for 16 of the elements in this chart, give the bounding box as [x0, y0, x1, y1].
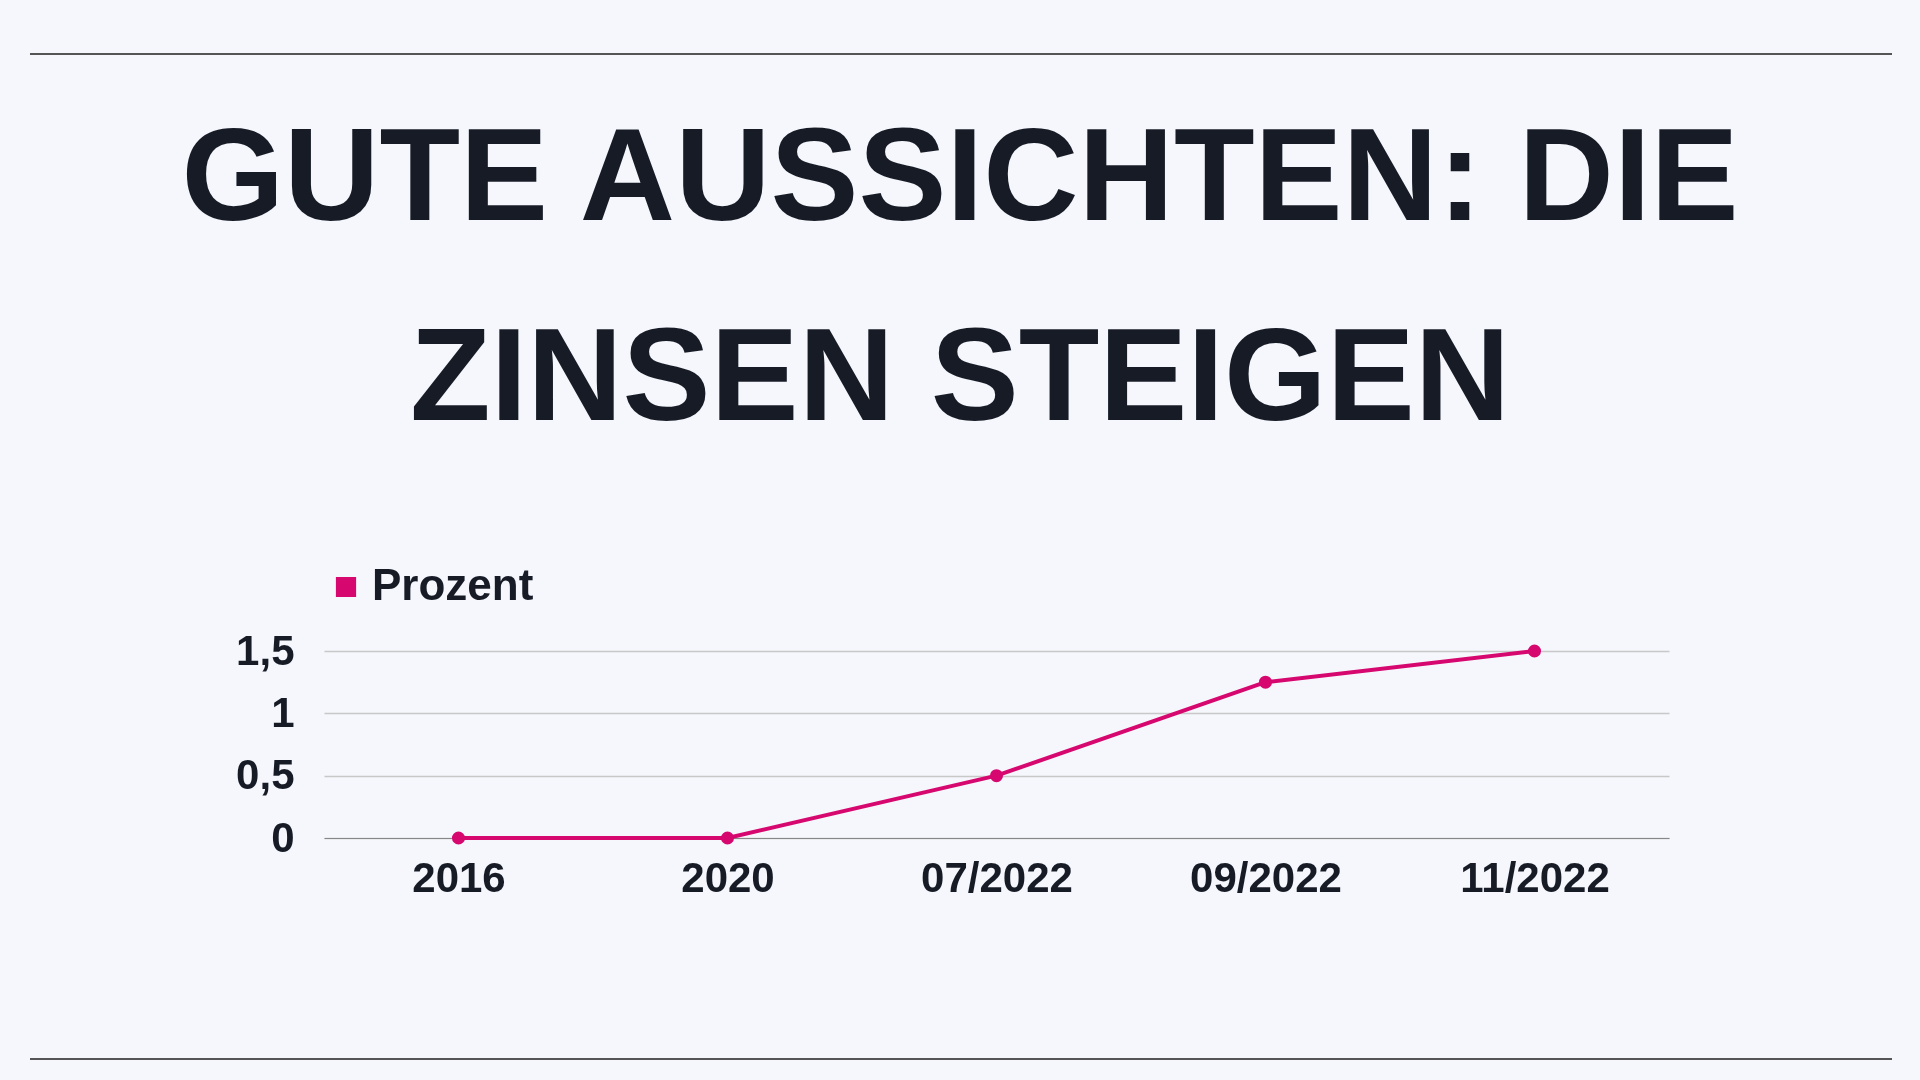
- y-tick-label: 0,5: [236, 751, 295, 799]
- point: [989, 769, 1004, 783]
- point: [1258, 675, 1273, 689]
- y-tick-label: 1: [271, 688, 295, 736]
- point: [451, 831, 466, 845]
- x-tick-label: 11/2022: [1460, 853, 1610, 901]
- y-tick-label: 1,5: [236, 626, 295, 674]
- x-tick-label: 2020: [681, 853, 775, 901]
- y-tick-label: 0: [271, 813, 295, 861]
- point: [720, 831, 735, 845]
- legend-label: Prozent: [372, 560, 534, 609]
- chart-title: GUTE AUSSICHTEN: DIE ZINSEN STEIGEN: [180, 100, 1740, 450]
- x-tick-label: 07/2022: [921, 853, 1073, 901]
- point: [1527, 644, 1542, 658]
- x-tick-label: 09/2022: [1190, 853, 1342, 901]
- x-tick-label: 2016: [412, 853, 506, 901]
